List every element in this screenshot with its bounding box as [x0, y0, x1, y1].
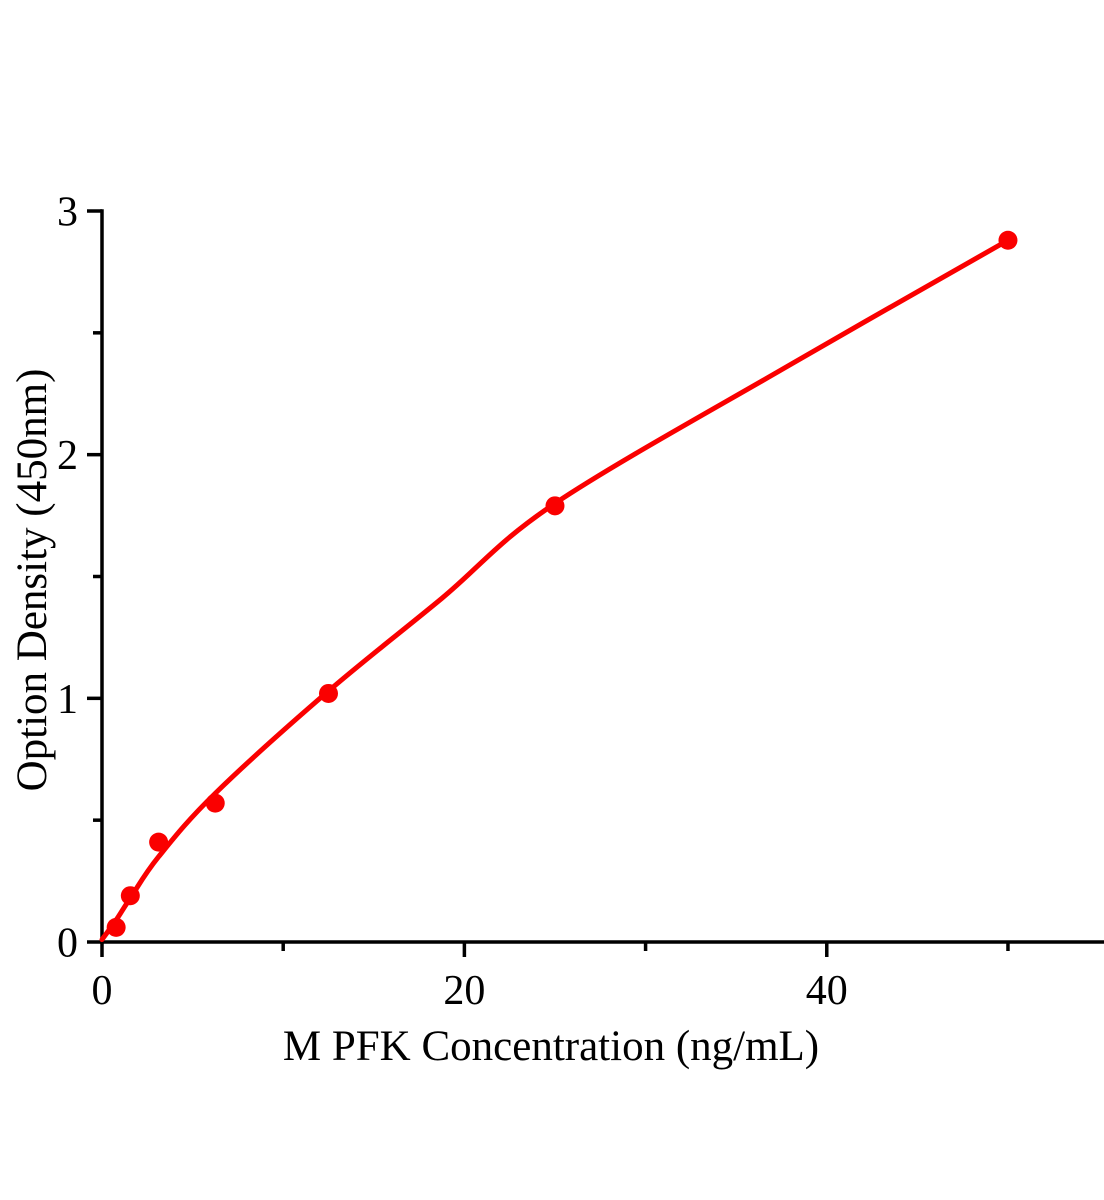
x-tick-label: 40: [806, 968, 848, 1014]
data-point: [149, 832, 169, 852]
data-point: [120, 886, 140, 906]
y-tick-label: 3: [57, 190, 78, 236]
tick-layer: 0 20 40 0 1 2 3: [57, 190, 1010, 1014]
y-tick-label: 1: [57, 677, 78, 723]
y-tick-label: 0: [57, 921, 78, 967]
axes-layer: [100, 209, 1104, 944]
x-axis-title: M PFK Concentration (ng/mL): [283, 1023, 819, 1070]
data-point: [545, 496, 565, 516]
y-axis-title: Option Density (450nm): [9, 369, 56, 792]
data-point: [106, 917, 126, 937]
y-tick-label: 2: [57, 433, 78, 479]
x-tick-label: 0: [92, 968, 113, 1014]
data-point: [318, 683, 338, 703]
series-layer: [99, 230, 1018, 943]
data-point: [998, 230, 1018, 250]
data-point: [205, 793, 225, 813]
fit-curve-line: [99, 237, 1011, 943]
x-tick-label: 20: [443, 968, 485, 1014]
